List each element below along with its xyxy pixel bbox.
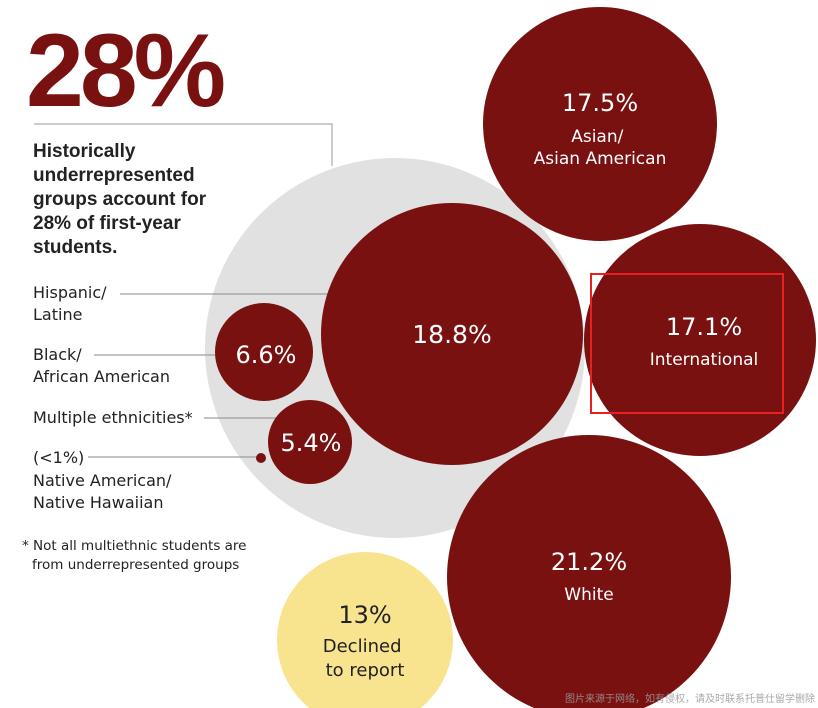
bubble-hispanic bbox=[321, 203, 583, 465]
category-label-line: Black/ bbox=[33, 345, 82, 364]
category-label-multiple: Multiple ethnicities* bbox=[33, 408, 193, 427]
value-label-asian: 17.5% bbox=[562, 89, 638, 117]
category-label-declined: Declined to report bbox=[323, 636, 407, 681]
category-label-line: International bbox=[650, 350, 759, 370]
category-label-asian: Asian/ Asian American bbox=[534, 127, 667, 169]
bubble-black bbox=[215, 303, 313, 401]
headline-line: students. bbox=[33, 237, 117, 258]
big-stat: 28% bbox=[26, 13, 224, 129]
footnote-line: from underrepresented groups bbox=[32, 557, 239, 573]
bubble-declined bbox=[277, 552, 453, 708]
value-label-white: 21.2% bbox=[551, 548, 627, 576]
headline-line: 28% of first-year bbox=[33, 213, 181, 234]
category-label-line: to report bbox=[326, 660, 405, 681]
bubble-white bbox=[447, 435, 731, 708]
bubble-international bbox=[584, 224, 816, 456]
footnote-line: * Not all multiethnic students are bbox=[22, 538, 247, 554]
headline-line: Historically bbox=[33, 141, 136, 162]
category-label-black: Black/ African American bbox=[33, 345, 170, 386]
bubble-native bbox=[256, 453, 266, 463]
value-label-multiple: 5.4% bbox=[281, 429, 342, 457]
value-label-international: 17.1% bbox=[666, 313, 742, 341]
category-label-line: African American bbox=[33, 367, 170, 386]
headline-line: underrepresented bbox=[33, 165, 195, 186]
category-label-white: White bbox=[564, 585, 613, 605]
bracket-line bbox=[34, 123, 333, 166]
value-label-declined: 13% bbox=[338, 601, 391, 629]
watermark: 图片来源于网络，如有侵权，请及时联系托普仕留学删除 bbox=[565, 692, 815, 705]
headline-line: groups account for bbox=[33, 189, 207, 210]
category-label-hispanic: Hispanic/ Latine bbox=[33, 283, 112, 324]
category-label-line: Multiple ethnicities* bbox=[33, 408, 193, 427]
bubble-multiple bbox=[268, 400, 352, 484]
value-label-black: 6.6% bbox=[236, 341, 297, 369]
category-label-line: Hispanic/ bbox=[33, 283, 107, 302]
bubble-asian bbox=[483, 7, 717, 241]
category-label-international: International bbox=[650, 350, 759, 370]
category-label-native: (<1%) Native American/ Native Hawaiian bbox=[33, 448, 177, 512]
highlight-box bbox=[590, 273, 784, 414]
footnote: * Not all multiethnic students are from … bbox=[22, 538, 251, 573]
category-label-line: Latine bbox=[33, 305, 82, 324]
category-label-line: White bbox=[564, 585, 613, 605]
category-label-line: Asian/ bbox=[571, 127, 623, 147]
category-label-line: Native Hawaiian bbox=[33, 493, 163, 512]
value-label-hispanic: 18.8% bbox=[412, 320, 491, 349]
category-label-line: Asian American bbox=[534, 149, 667, 169]
category-label-line: Declined bbox=[323, 636, 402, 657]
category-label-line: (<1%) bbox=[33, 448, 84, 467]
category-label-line: Native American/ bbox=[33, 471, 172, 490]
headline-text: Historically underrepresented groups acc… bbox=[33, 141, 211, 258]
